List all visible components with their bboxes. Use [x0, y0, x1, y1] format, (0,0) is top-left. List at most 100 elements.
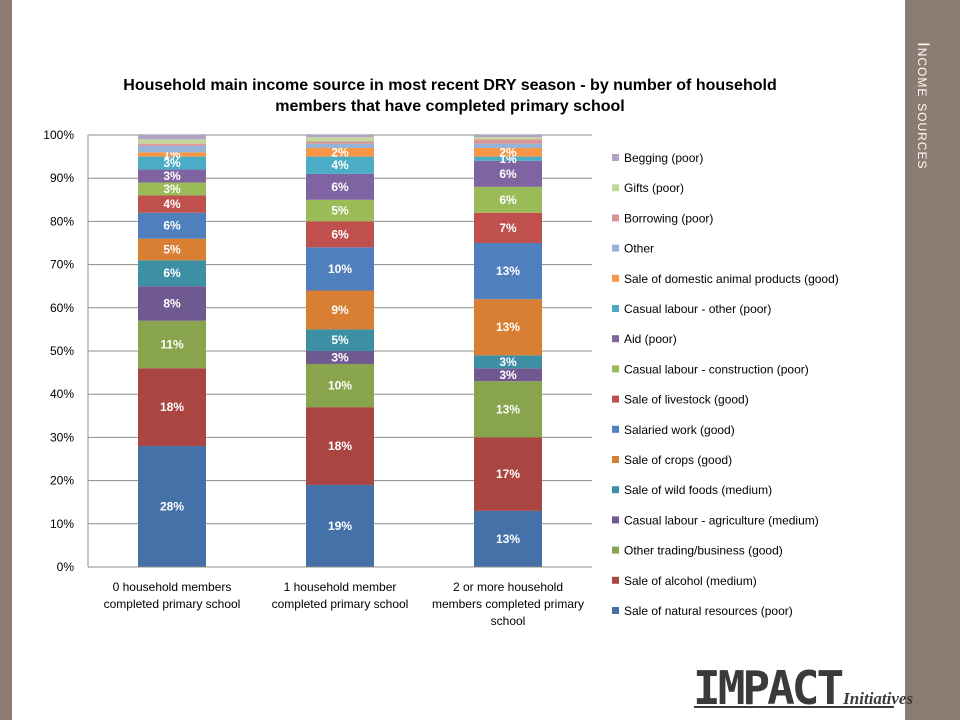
bar-segment	[306, 329, 374, 351]
legend-swatch	[612, 395, 619, 403]
x-tick-label: members completed primary	[432, 597, 584, 611]
bar-segment	[474, 355, 542, 369]
bar-segment	[474, 160, 542, 187]
data-label: 4%	[331, 158, 349, 172]
bar-segment	[138, 152, 206, 157]
bar-segment	[306, 143, 374, 148]
x-tick-label: school	[491, 614, 526, 628]
bar-segment	[306, 141, 374, 144]
legend-swatch	[612, 546, 619, 554]
legend-swatch	[612, 456, 619, 463]
bar-segment	[474, 299, 542, 356]
data-label: 3%	[499, 355, 517, 369]
y-tick-label: 50%	[50, 344, 74, 358]
data-label: 6%	[499, 167, 517, 181]
legend-label: Sale of livestock (good)	[624, 393, 749, 407]
data-label: 5%	[331, 204, 349, 218]
legend-label: Casual labour - agriculture (medium)	[624, 513, 819, 527]
legend-label: Sale of alcohol (medium)	[624, 574, 757, 588]
data-label: 5%	[331, 333, 349, 347]
bar-segment	[474, 137, 542, 140]
data-label: 18%	[328, 439, 352, 453]
data-label: 19%	[328, 519, 352, 533]
legend-label: Casual labour - construction (poor)	[624, 362, 809, 376]
bar-segment	[138, 145, 206, 153]
data-label: 13%	[496, 532, 520, 546]
data-label: 3%	[331, 350, 349, 364]
data-label: 3%	[163, 156, 181, 170]
bar-segment	[138, 139, 206, 144]
bar-segment	[138, 135, 206, 140]
bar-segment	[474, 147, 542, 157]
bar-segment	[138, 182, 206, 196]
legend-swatch	[612, 607, 619, 614]
bar-segment	[474, 243, 542, 300]
y-tick-label: 40%	[50, 387, 74, 401]
legend-label: Begging (poor)	[624, 151, 703, 165]
y-tick-label: 30%	[50, 430, 74, 444]
data-label: 17%	[496, 467, 520, 481]
legend-swatch	[612, 576, 619, 584]
bar-segment	[474, 510, 542, 567]
bar-segment	[474, 156, 542, 161]
y-tick-label: 90%	[50, 171, 74, 185]
x-tick-label: 1 household member	[284, 580, 397, 594]
bar-segment	[306, 363, 374, 408]
legend-label: Sale of crops (good)	[624, 453, 732, 467]
y-tick-label: 20%	[50, 474, 74, 488]
bar-segment	[306, 173, 374, 200]
x-tick-label: completed primary school	[104, 597, 241, 611]
bar-segment	[138, 156, 206, 170]
legend-label: Other trading/business (good)	[624, 544, 783, 558]
impact-initiatives-logo: IMPACT Initiatives	[693, 664, 913, 712]
legend-swatch	[612, 214, 619, 222]
legend-label: Casual labour - other (poor)	[624, 302, 771, 316]
bar-segment	[306, 484, 374, 567]
legend-swatch	[612, 365, 619, 373]
data-label: 28%	[160, 500, 184, 514]
bar-segment	[138, 143, 206, 146]
legend-label: Other	[624, 242, 654, 256]
bar-segment	[474, 368, 542, 382]
data-label: 6%	[163, 266, 181, 280]
bar-segment	[474, 143, 542, 148]
data-label: 8%	[163, 296, 181, 310]
bar-segment	[306, 156, 374, 174]
data-label: 3%	[163, 169, 181, 183]
legend-swatch	[612, 486, 619, 494]
y-tick-label: 100%	[43, 128, 74, 142]
y-tick-label: 60%	[50, 301, 74, 315]
data-label: 13%	[496, 320, 520, 334]
data-label: 7%	[499, 221, 517, 235]
bar-segment	[138, 446, 206, 567]
data-label: 5%	[163, 242, 181, 256]
legend-label: Salaried work (good)	[624, 423, 735, 437]
legend-swatch	[612, 425, 619, 433]
data-label: 13%	[496, 402, 520, 416]
data-label: 3%	[499, 368, 517, 382]
data-label: 13%	[496, 264, 520, 278]
bar-segment	[138, 169, 206, 183]
data-label: 10%	[328, 262, 352, 276]
chart-title-line-1: Household main income source in most rec…	[123, 77, 777, 94]
legend-swatch	[612, 244, 619, 252]
x-tick-label: 0 household members	[113, 580, 232, 594]
bar-segment	[138, 238, 206, 261]
bar-segment	[138, 260, 206, 287]
chart-title-line-2: members that have completed primary scho…	[275, 98, 625, 115]
bar-segment	[474, 437, 542, 511]
y-tick-label: 80%	[50, 214, 74, 228]
logo-main-text: IMPACT	[693, 661, 844, 715]
data-label: 11%	[160, 338, 184, 352]
legend-swatch	[612, 335, 619, 343]
data-label: 18%	[160, 400, 184, 414]
bar-segment	[474, 381, 542, 438]
bar-segment	[138, 368, 206, 447]
legend-swatch	[612, 305, 619, 312]
data-label: 6%	[331, 227, 349, 241]
bar-segment	[306, 290, 374, 330]
bar-segment	[138, 195, 206, 213]
data-label: 6%	[163, 219, 181, 233]
y-tick-label: 10%	[50, 517, 74, 531]
